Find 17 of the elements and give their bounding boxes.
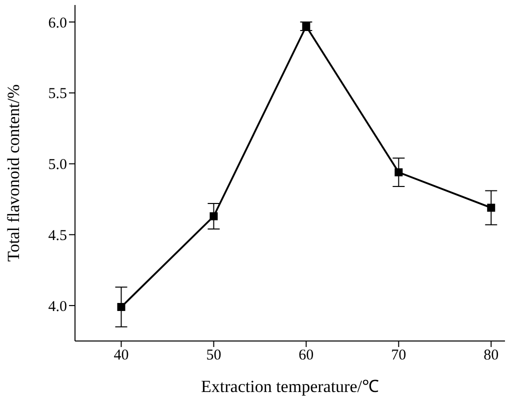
point [394, 168, 403, 176]
point [302, 22, 310, 30]
y-tick-label: 5.0 [48, 157, 67, 174]
point [117, 302, 126, 311]
point [210, 212, 218, 220]
y-axis-title: Total flavonoid content/% [4, 84, 24, 262]
x-tick-label: 40 [114, 348, 129, 364]
y-tick-label: 5.5 [48, 86, 67, 102]
x-axis-title: Extraction temperature/℃ [201, 377, 379, 396]
x-tick-label: 80 [484, 348, 499, 364]
x-tick-label: 60 [298, 348, 314, 364]
y-tick-label: 4.5 [48, 228, 67, 244]
point [487, 204, 496, 212]
y-tick-label: 4.0 [48, 298, 67, 315]
x-tick-label: 70 [391, 348, 406, 364]
y-tick-label: 6.0 [48, 15, 67, 32]
x-tick-label: 50 [206, 348, 222, 364]
